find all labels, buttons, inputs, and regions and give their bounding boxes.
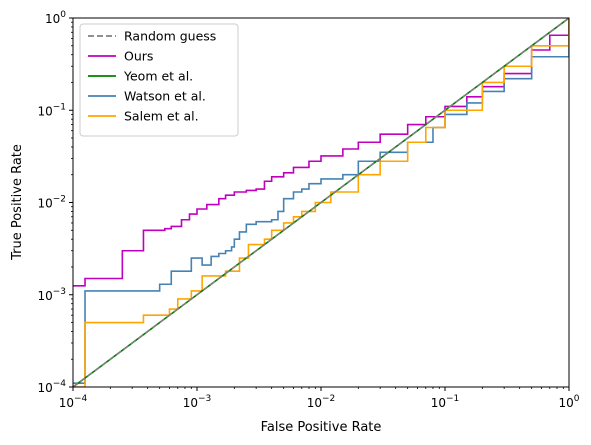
y-axis-ticks: 10−4 10−3 10−2 10−1 100 <box>37 10 73 395</box>
series-layer <box>73 18 569 387</box>
x-tick-label: 100 <box>558 394 579 410</box>
legend-label: Salem et al. <box>124 109 199 124</box>
y-tick-label: 100 <box>45 10 66 26</box>
x-axis-label: False Positive Rate <box>261 420 382 435</box>
legend-label: Yeom et al. <box>123 69 193 84</box>
minor-ticks <box>71 21 564 389</box>
legend-label: Random guess <box>124 29 216 44</box>
y-tick-label: 10−3 <box>37 287 66 303</box>
x-axis-ticks: 10−4 10−3 10−2 10−1 100 <box>59 387 580 410</box>
series-line-salem-et-al <box>73 18 569 387</box>
legend: Random guess Ours Yeom et al. Watson et al.… <box>79 23 239 137</box>
x-tick-label: 10−3 <box>183 394 212 410</box>
legend-box <box>79 23 239 137</box>
legend-label: Ours <box>124 49 153 64</box>
legend-label: Watson et al. <box>124 89 206 104</box>
x-tick-label: 10−2 <box>307 394 336 410</box>
x-tick-label: 10−4 <box>59 394 88 410</box>
y-axis-label: True Positive Rate <box>10 144 25 261</box>
y-tick-label: 10−1 <box>37 102 66 118</box>
x-tick-label: 10−1 <box>431 394 460 410</box>
y-tick-label: 10−2 <box>37 195 66 211</box>
y-tick-label: 10−4 <box>37 379 66 395</box>
series-line-random-guess <box>73 18 569 387</box>
